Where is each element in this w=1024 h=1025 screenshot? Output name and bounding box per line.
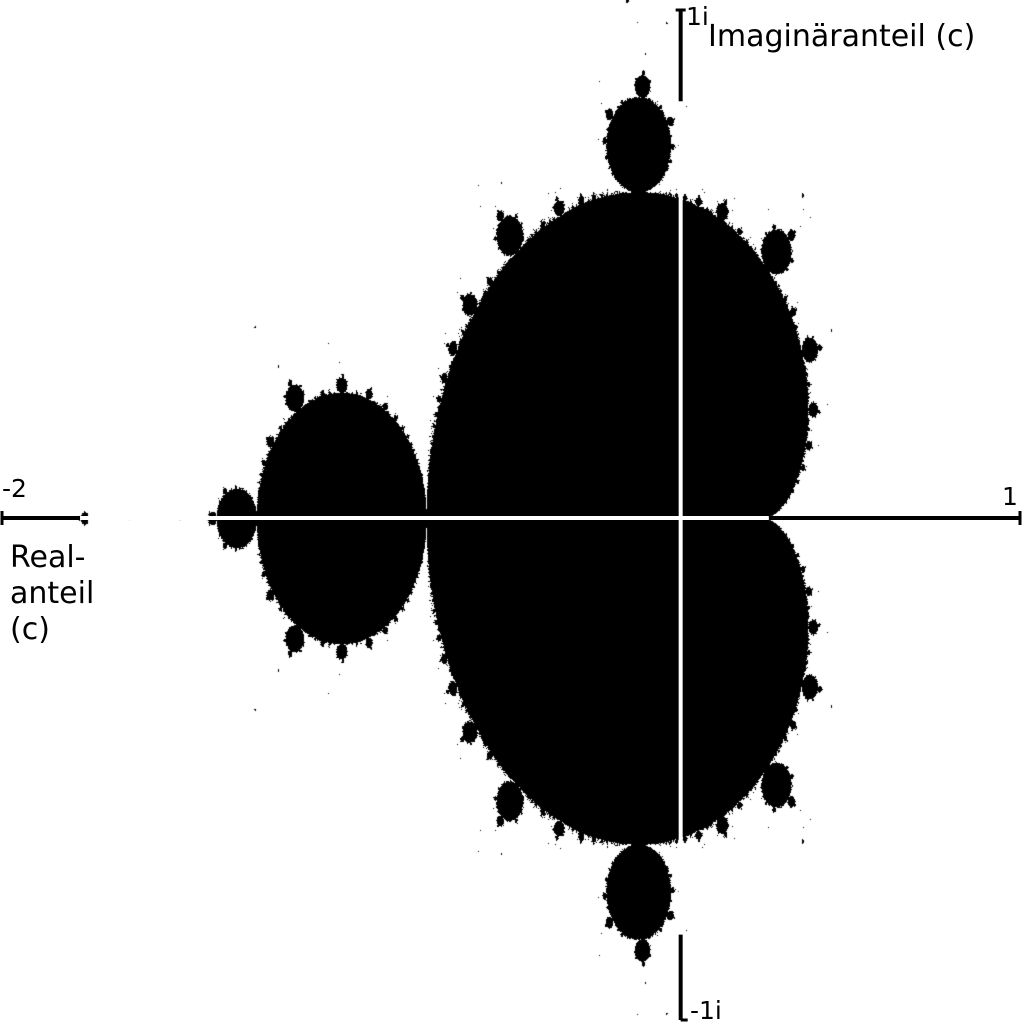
imag-max-label: 1i [686,2,709,31]
imag-axis-title: Imaginäranteil (c) [708,19,976,54]
real-min-label: -2 [2,474,27,503]
real-axis-title: Real- anteil (c) [10,540,94,648]
real-axis-title-line: (c) [10,612,50,647]
real-axis-title-line: Real- [10,540,86,575]
real-max-label: 1 [1002,482,1018,511]
real-axis-title-line: anteil [10,576,95,611]
imag-min-label: -1i [690,996,722,1025]
